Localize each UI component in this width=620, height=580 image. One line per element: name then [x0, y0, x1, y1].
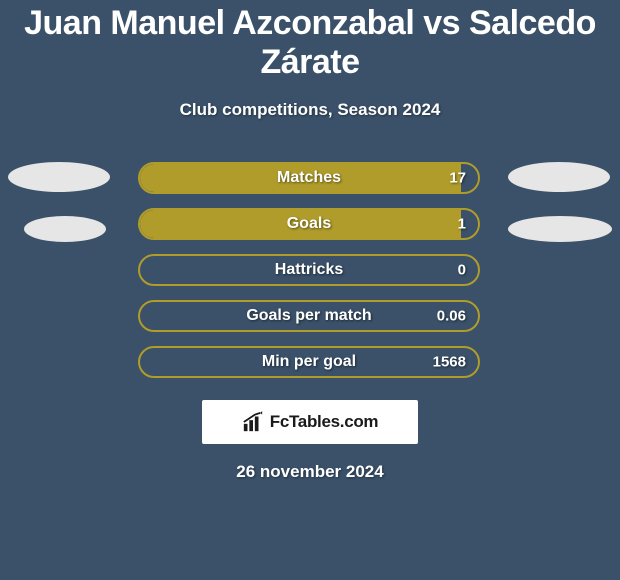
stat-row-matches: Matches 17 [138, 162, 480, 194]
stat-value: 0 [458, 262, 466, 279]
stat-bars: Matches 17 Goals 1 Hattricks 0 Goals per… [138, 162, 480, 378]
stat-row-goals: Goals 1 [138, 208, 480, 240]
right-player-col [508, 162, 612, 242]
stat-value: 1568 [433, 354, 466, 371]
brand-logo[interactable]: FcTables.com [202, 400, 418, 444]
stat-label: Hattricks [275, 261, 343, 279]
stat-value: 1 [458, 216, 466, 233]
stat-row-goals-per-match: Goals per match 0.06 [138, 300, 480, 332]
stat-value: 0.06 [437, 308, 466, 325]
page-title: Juan Manuel Azconzabal vs Salcedo Zárate [0, 4, 620, 82]
brand-name: FcTables.com [270, 412, 379, 432]
player-right-placeholder-2 [508, 216, 612, 242]
stat-label: Goals per match [246, 307, 371, 325]
chart-icon [242, 411, 264, 433]
player-left-placeholder-1 [8, 162, 110, 192]
stat-row-min-per-goal: Min per goal 1568 [138, 346, 480, 378]
player-left-placeholder-2 [24, 216, 106, 242]
stat-value: 17 [449, 170, 466, 187]
stats-area: Matches 17 Goals 1 Hattricks 0 Goals per… [0, 162, 620, 378]
stat-row-hattricks: Hattricks 0 [138, 254, 480, 286]
stat-label: Min per goal [262, 353, 356, 371]
player-right-placeholder-1 [508, 162, 610, 192]
generated-date: 26 november 2024 [0, 462, 620, 482]
stat-label: Goals [287, 215, 331, 233]
subtitle: Club competitions, Season 2024 [0, 100, 620, 120]
left-player-col [8, 162, 110, 242]
stat-label: Matches [277, 169, 341, 187]
comparison-widget: Juan Manuel Azconzabal vs Salcedo Zárate… [0, 0, 620, 482]
